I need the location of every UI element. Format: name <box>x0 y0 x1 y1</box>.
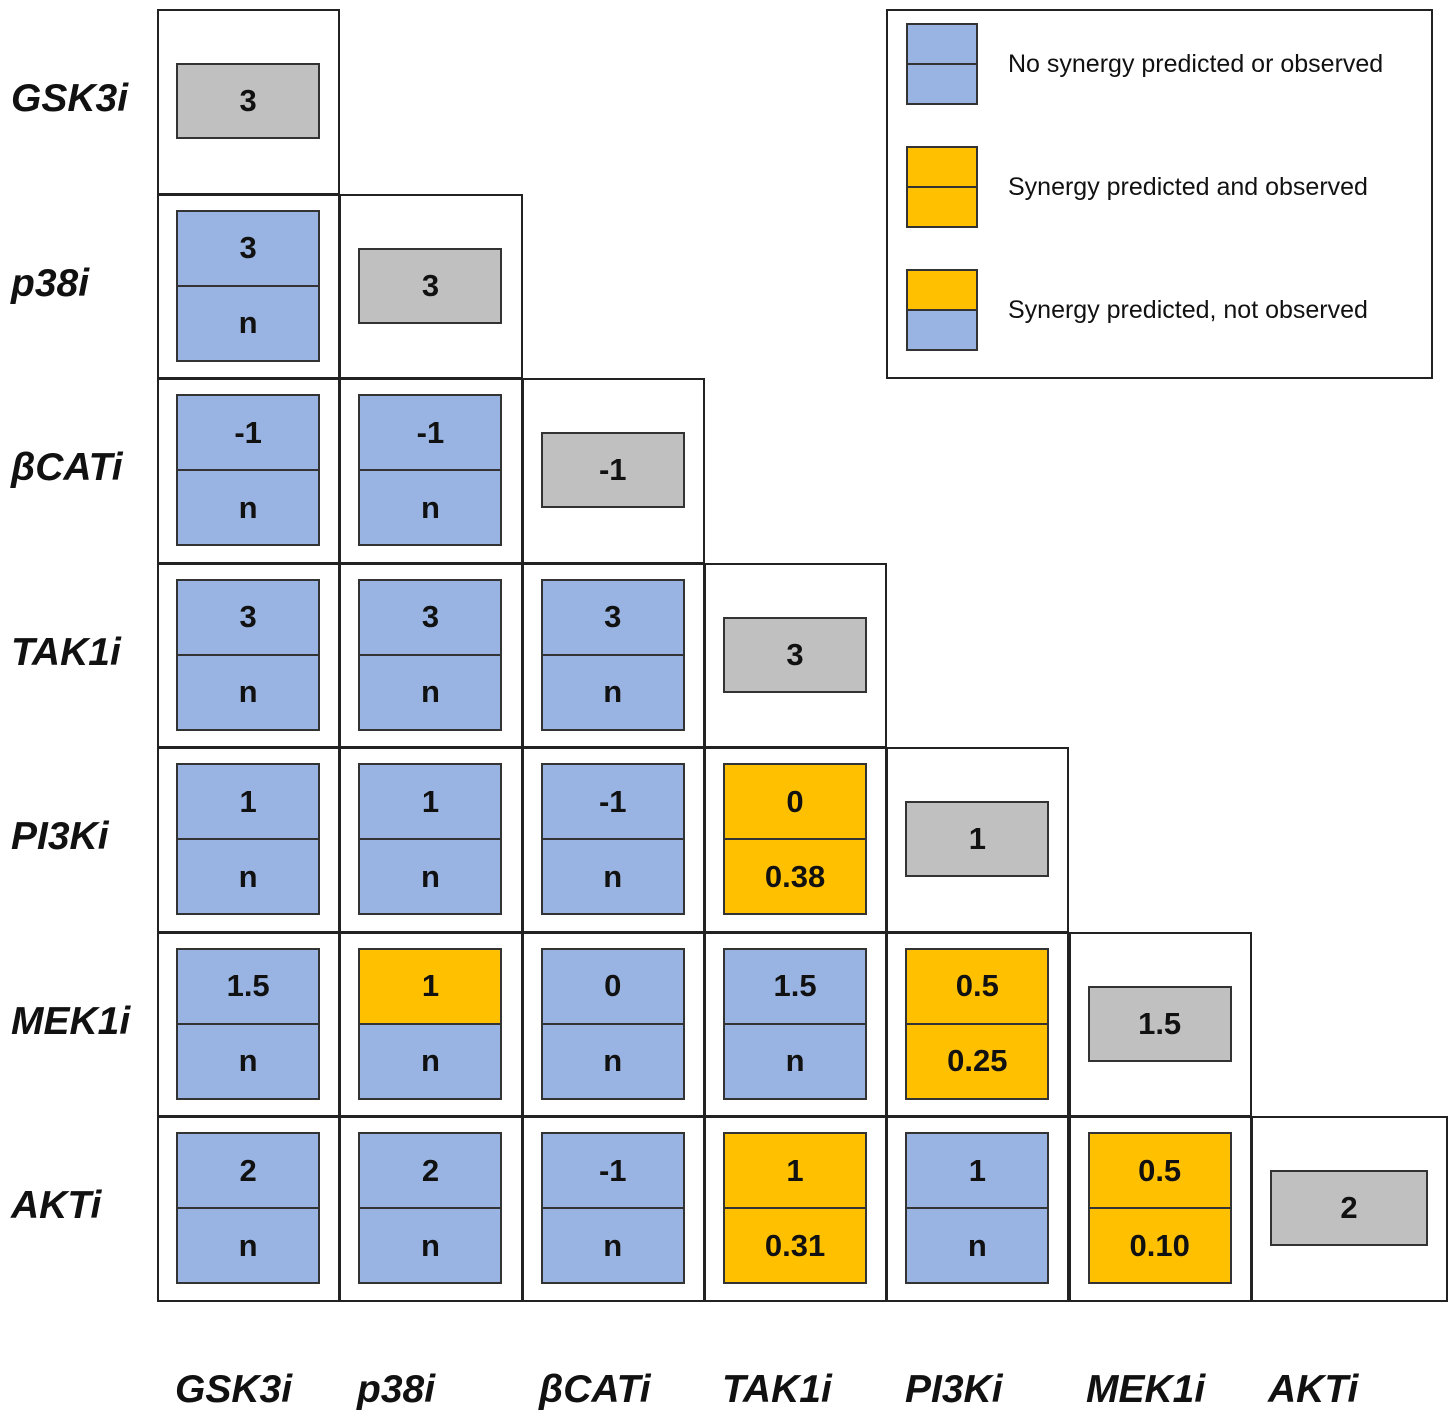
row-label: AKTi <box>11 1184 102 1228</box>
observed-score: n <box>178 654 319 729</box>
diagonal-value: 3 <box>176 63 321 140</box>
synergy-cell: 1.5 n <box>723 947 868 1100</box>
observed-score: n <box>360 470 501 545</box>
predicted-score: 0.5 <box>907 949 1048 1024</box>
diagonal-value: 3 <box>723 616 868 693</box>
observed-score: n <box>542 1023 683 1098</box>
predicted-score: -1 <box>178 396 319 471</box>
predicted-score: 0 <box>542 949 683 1024</box>
observed-score: n <box>725 1023 866 1098</box>
predicted-score: -1 <box>542 1134 683 1209</box>
synergy-cell: -1 n <box>176 394 321 547</box>
row-label: PI3Ki <box>11 815 109 859</box>
predicted-score: 1 <box>725 1134 866 1209</box>
observed-score: n <box>178 470 319 545</box>
predicted-score: -1 <box>360 396 501 471</box>
legend-swatch <box>906 146 978 228</box>
legend-swatch <box>906 269 978 351</box>
diagonal-value: 1 <box>905 801 1050 878</box>
predicted-score: 1.5 <box>178 949 319 1024</box>
diagonal-value: 1.5 <box>1087 985 1232 1062</box>
column-label: TAK1i <box>722 1368 832 1411</box>
observed-score: n <box>178 839 319 914</box>
legend-label: Synergy predicted, not observed <box>1008 295 1368 324</box>
predicted-score: 2 <box>360 1134 501 1209</box>
legend-swatch <box>906 23 978 105</box>
predicted-score: -1 <box>542 765 683 840</box>
observed-score: n <box>360 654 501 729</box>
column-label: p38i <box>357 1368 436 1411</box>
synergy-cell: 1.5 n <box>176 947 321 1100</box>
row-label: MEK1i <box>11 999 131 1043</box>
predicted-score: 1.5 <box>725 949 866 1024</box>
diagonal-value: 2 <box>1269 1170 1428 1247</box>
synergy-cell: 0.5 0.25 <box>905 947 1050 1100</box>
predicted-score: 0.5 <box>1089 1134 1230 1209</box>
observed-score: 0.25 <box>907 1023 1048 1098</box>
observed-score: n <box>907 1208 1048 1283</box>
observed-score: n <box>178 1208 319 1283</box>
predicted-score: 0 <box>725 765 866 840</box>
observed-score: n <box>360 1208 501 1283</box>
synergy-cell: -1 n <box>540 763 685 916</box>
predicted-score: 1 <box>178 765 319 840</box>
row-label: TAK1i <box>11 630 121 674</box>
observed-score: n <box>542 1208 683 1283</box>
diagonal-value: -1 <box>540 432 685 509</box>
observed-score: n <box>178 1023 319 1098</box>
column-label: PI3Ki <box>905 1368 1003 1411</box>
legend-label: Synergy predicted and observed <box>1008 172 1368 201</box>
row-label: p38i <box>11 261 90 305</box>
synergy-cell: -1 n <box>358 394 503 547</box>
observed-score: n <box>178 285 319 360</box>
row-label: βCATi <box>11 446 123 490</box>
observed-score: 0.38 <box>725 839 866 914</box>
predicted-score: 3 <box>178 211 319 286</box>
observed-score: n <box>360 839 501 914</box>
predicted-score: 3 <box>360 580 501 655</box>
predicted-score: 1 <box>360 765 501 840</box>
legend: No synergy predicted or observed Synergy… <box>886 9 1433 379</box>
column-label: AKTi <box>1268 1368 1359 1411</box>
synergy-cell: 1 0.31 <box>723 1132 868 1285</box>
observed-score: n <box>542 654 683 729</box>
legend-item-synergy-not-observed: Synergy predicted, not observed <box>906 269 1426 351</box>
observed-score: 0.10 <box>1089 1208 1230 1283</box>
predicted-score: 3 <box>542 580 683 655</box>
synergy-cell: 0.5 0.10 <box>1087 1132 1232 1285</box>
legend-item-synergy-observed: Synergy predicted and observed <box>906 146 1426 228</box>
column-label: GSK3i <box>175 1368 293 1411</box>
observed-score: 0.31 <box>725 1208 866 1283</box>
synergy-cell: -1 n <box>540 1132 685 1285</box>
predicted-score: 1 <box>907 1134 1048 1209</box>
row-label: GSK3i <box>11 77 129 121</box>
observed-score: n <box>542 839 683 914</box>
synergy-cell: 0 0.38 <box>723 763 868 916</box>
legend-item-no-synergy: No synergy predicted or observed <box>906 23 1426 105</box>
predicted-score: 2 <box>178 1134 319 1209</box>
column-label: MEK1i <box>1086 1368 1206 1411</box>
legend-label: No synergy predicted or observed <box>1008 49 1384 78</box>
predicted-score: 1 <box>360 949 501 1024</box>
diagonal-value: 3 <box>358 247 503 324</box>
column-label: βCATi <box>539 1368 651 1411</box>
predicted-score: 3 <box>178 580 319 655</box>
observed-score: n <box>360 1023 501 1098</box>
